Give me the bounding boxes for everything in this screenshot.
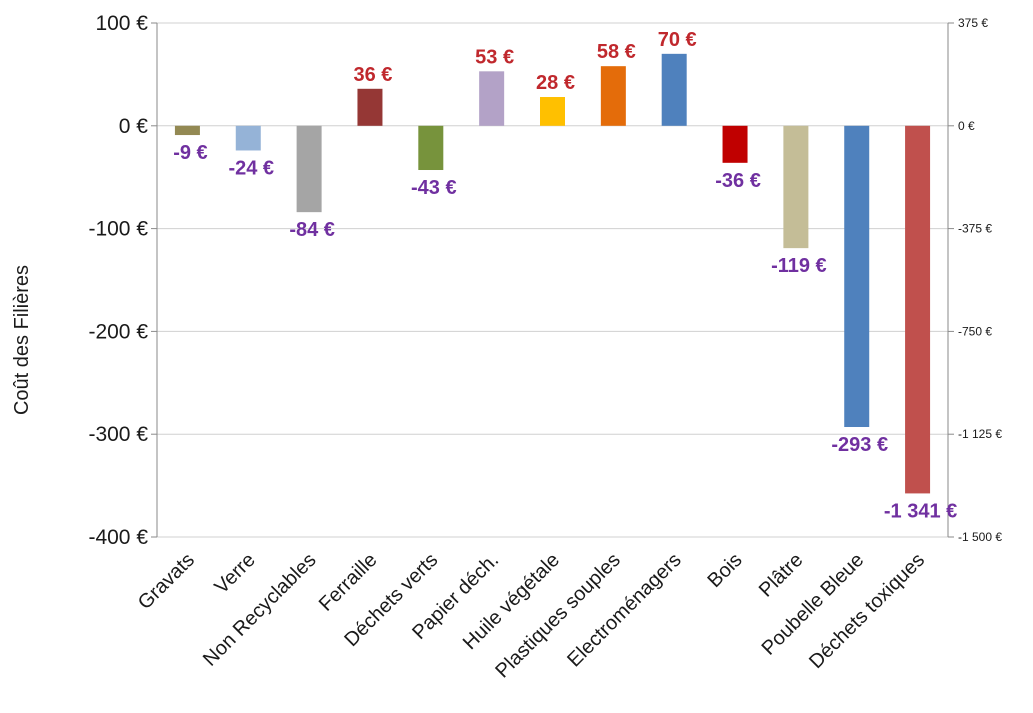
y-tick-label: 100 € [95, 12, 148, 35]
bar [235, 125, 261, 151]
y-tick-label: -200 € [88, 320, 148, 343]
data-label: 28 € [536, 72, 575, 94]
category-label: Non Recyclables [199, 549, 321, 671]
data-label: -36 € [715, 170, 761, 192]
y2-tick-label: -1 125 € [958, 427, 1002, 441]
data-label: 36 € [353, 64, 392, 86]
bar [479, 71, 505, 126]
bar [418, 125, 444, 171]
category-label: Gravats [134, 549, 199, 614]
grid-layer [157, 22, 948, 538]
data-label: -1 341 € [884, 500, 957, 522]
data-label: -293 € [831, 434, 888, 456]
category-label: Plâtre [755, 549, 808, 602]
category-label: Déchets toxiques [805, 549, 929, 673]
data-label: 58 € [597, 41, 636, 63]
y-tick-label: -300 € [88, 423, 148, 446]
y2-tick-label: 0 € [958, 119, 975, 133]
axes-layer [151, 22, 954, 538]
category-label: Bois [704, 549, 747, 592]
bar [296, 125, 322, 213]
data-label: 53 € [475, 46, 514, 68]
category-label: Verre [210, 549, 259, 598]
bar [844, 125, 870, 428]
bar [357, 88, 383, 126]
y2-tick-label: -750 € [958, 324, 992, 338]
data-label: 70 € [658, 29, 697, 51]
y-tick-label: -100 € [88, 218, 148, 241]
data-label: -24 € [228, 157, 274, 179]
bar [783, 125, 809, 249]
category-label: Electroménagers [563, 549, 685, 671]
data-label: -43 € [411, 177, 457, 199]
bars-layer [174, 53, 931, 494]
y-tick-label: 0 € [119, 115, 149, 138]
y2-tick-label: 375 € [958, 16, 988, 30]
bar [540, 97, 565, 126]
y-axis-title: Coût des Filières [11, 265, 33, 415]
data-label: -9 € [173, 142, 207, 164]
y-tick-label: -400 € [88, 526, 148, 549]
y2-tick-label: -1 500 € [958, 530, 1002, 544]
bar [661, 53, 687, 126]
bar [722, 125, 748, 163]
bar [600, 66, 626, 126]
bar [174, 125, 200, 136]
y2-tick-label: -375 € [958, 222, 992, 236]
data-label: -84 € [289, 219, 335, 241]
bar [905, 125, 931, 494]
data-label: -119 € [771, 255, 827, 277]
